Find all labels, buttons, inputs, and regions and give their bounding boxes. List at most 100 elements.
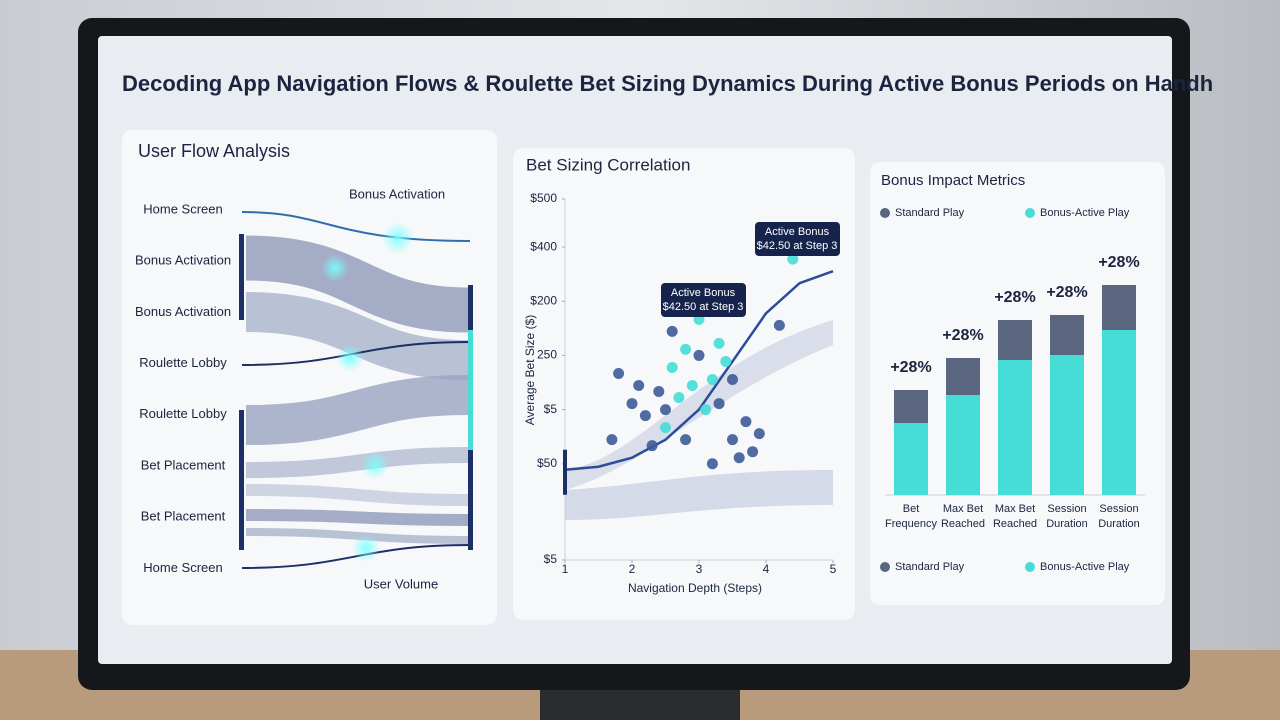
legend-swatch <box>880 208 890 218</box>
bar-segment <box>894 423 928 495</box>
band <box>565 320 833 490</box>
point <box>673 392 685 404</box>
point <box>753 428 765 440</box>
y-tick-label: $5 <box>544 552 558 566</box>
legend-label: Standard Play <box>895 561 965 573</box>
point <box>733 452 745 464</box>
flow-link <box>245 375 469 445</box>
point <box>727 374 738 385</box>
x-tick-label: Frequency <box>885 518 937 530</box>
x-tick-label: 4 <box>763 562 770 576</box>
annotation-text: $42.50 at Step 3 <box>757 240 838 252</box>
flow-top-label: Bonus Activation <box>349 186 445 201</box>
flows <box>239 211 473 569</box>
bar-segment <box>1102 285 1136 330</box>
flow-label: Roulette Lobby <box>139 355 227 370</box>
point <box>646 440 658 452</box>
point <box>713 398 725 410</box>
flow-bottom-label: User Volume <box>364 576 438 591</box>
band <box>565 470 833 520</box>
flow-link <box>245 484 469 506</box>
x-tick-label: Duration <box>1046 518 1088 530</box>
point <box>747 446 759 458</box>
bar-annotation: +28% <box>942 327 983 344</box>
point <box>720 355 732 367</box>
glow <box>352 534 380 562</box>
legend-label: Bonus-Active Play <box>1040 207 1130 219</box>
x-axis-label: Navigation Depth (Steps) <box>628 581 762 595</box>
trend-line <box>564 270 834 471</box>
flow-link <box>245 509 469 526</box>
y-tick-label: $200 <box>530 293 557 307</box>
point <box>787 253 799 265</box>
bar-annotation: +28% <box>890 359 931 376</box>
bar-segment <box>998 360 1032 495</box>
annotation-box <box>661 283 746 317</box>
y-tick-label: $400 <box>530 239 557 253</box>
point <box>626 398 638 410</box>
flow-label: Home Screen <box>143 560 222 575</box>
flow-link <box>245 447 469 478</box>
point <box>706 374 718 385</box>
flow-label: Bonus Activation <box>135 304 231 319</box>
panel-title: User Flow Analysis <box>138 141 290 161</box>
flow-label: Roulette Lobby <box>139 406 227 421</box>
legend-label: Bonus-Active Play <box>1040 561 1130 573</box>
point <box>680 343 692 355</box>
point <box>613 367 625 379</box>
y-tick-label: $50 <box>537 456 557 470</box>
y-axis-label: Average Bet Size ($) <box>523 315 537 426</box>
flow-node <box>468 330 473 450</box>
flow-label: Bonus Activation <box>135 253 231 268</box>
legend-label: Standard Play <box>895 207 965 219</box>
flow-node <box>239 410 244 550</box>
annotation-text: $42.50 at Step 3 <box>663 301 744 313</box>
point <box>639 410 651 422</box>
x-tick-label: 2 <box>629 562 636 576</box>
bar-annotation: +28% <box>1046 284 1087 301</box>
bar-annotation: +28% <box>1098 254 1139 271</box>
page-title: Decoding App Navigation Flows & Roulette… <box>122 71 1213 96</box>
flow-link <box>245 235 469 333</box>
y-tick-label: $500 <box>530 191 557 205</box>
x-tick-label: Reached <box>941 518 985 530</box>
panel-title: Bet Sizing Correlation <box>526 155 690 174</box>
panel <box>513 148 855 620</box>
point <box>686 380 698 392</box>
flow-label: Bet Placement <box>141 509 226 524</box>
point <box>706 458 718 470</box>
x-tick-label: 3 <box>696 562 703 576</box>
point <box>653 386 665 398</box>
annotation-text: Active Bonus <box>671 287 736 299</box>
point <box>666 325 678 337</box>
point <box>740 416 752 428</box>
x-tick-label: Max Bet <box>943 503 983 515</box>
flow-label: Bet Placement <box>141 457 226 472</box>
bar-segment <box>946 395 980 495</box>
x-tick-label: Session <box>1099 503 1138 515</box>
point <box>727 434 738 446</box>
bar-annotation: +28% <box>994 289 1035 306</box>
x-tick-label: Bet <box>903 503 920 515</box>
y-tick-label: 250 <box>537 348 557 362</box>
point <box>700 404 712 416</box>
point <box>713 337 725 349</box>
bar-segment <box>1102 330 1136 495</box>
x-tick-label: 5 <box>830 562 837 576</box>
x-tick-label: Session <box>1047 503 1086 515</box>
legend-swatch <box>880 562 890 572</box>
glow <box>361 451 389 479</box>
legend-swatch <box>1025 562 1035 572</box>
trend-start <box>563 449 567 495</box>
glow <box>382 222 414 254</box>
panel-title: Bonus Impact Metrics <box>881 172 1025 189</box>
annotation-text: Active Bonus <box>765 226 830 238</box>
annotation-box <box>755 222 840 256</box>
point <box>660 404 671 416</box>
x-tick-label: 1 <box>562 562 569 576</box>
glow <box>321 254 349 282</box>
y-tick-label: $5 <box>544 402 558 416</box>
glow <box>336 344 364 372</box>
point <box>633 380 645 392</box>
